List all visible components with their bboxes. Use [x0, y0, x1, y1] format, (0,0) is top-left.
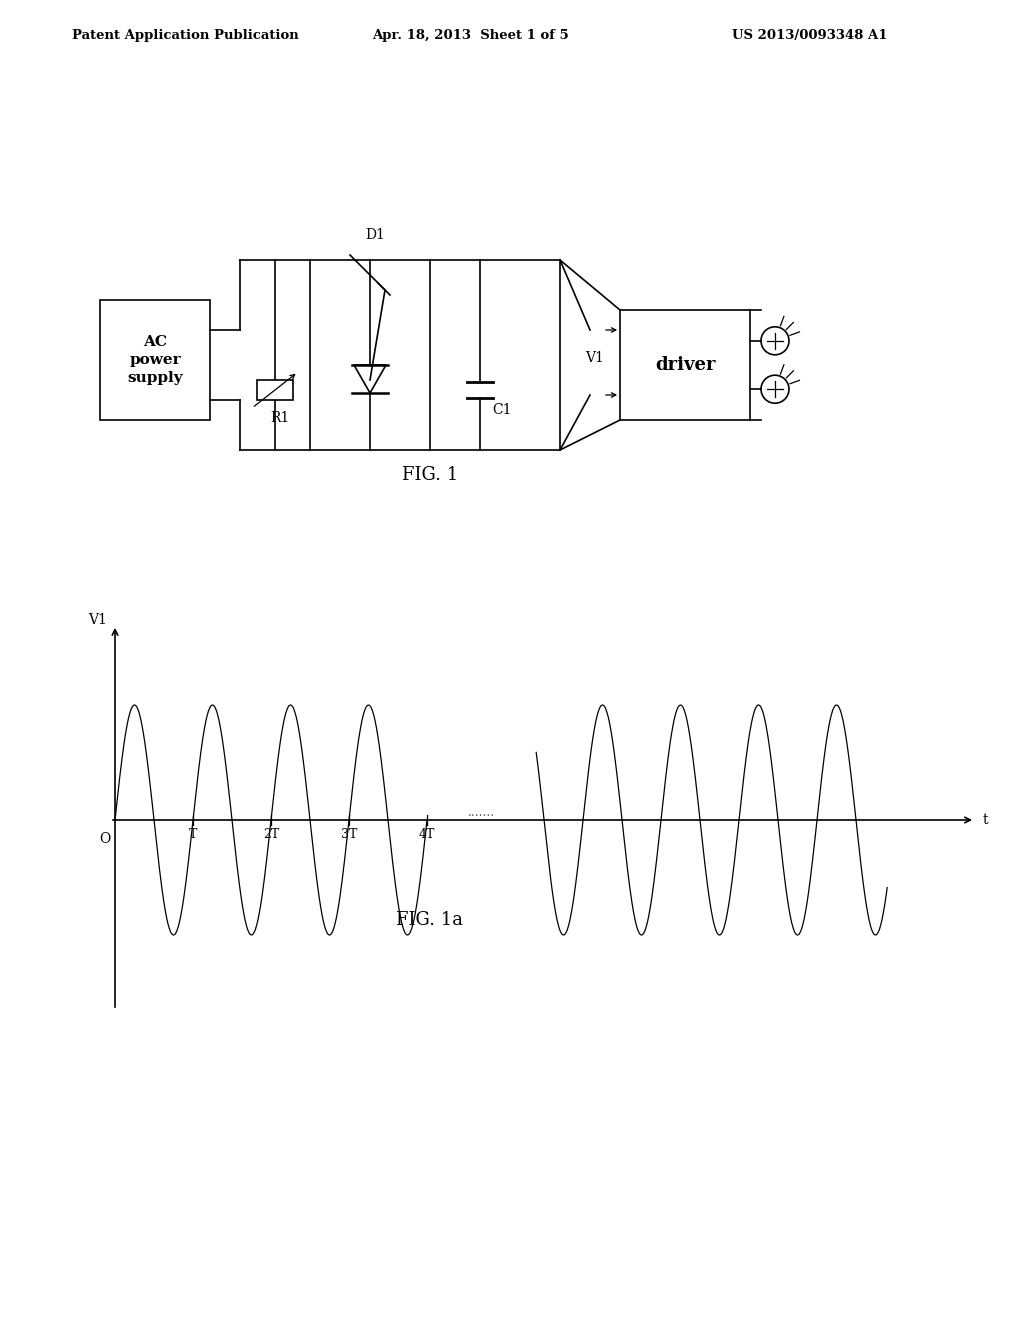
- Text: FIG. 1: FIG. 1: [401, 466, 458, 484]
- Text: T: T: [188, 828, 198, 841]
- Text: 3T: 3T: [341, 828, 357, 841]
- Text: Patent Application Publication: Patent Application Publication: [72, 29, 298, 41]
- Text: t: t: [983, 813, 988, 828]
- Text: driver: driver: [654, 356, 715, 374]
- Text: V1: V1: [88, 612, 106, 627]
- Text: .......: .......: [468, 805, 496, 818]
- Text: C1: C1: [493, 403, 512, 417]
- Text: V1: V1: [586, 351, 604, 364]
- Text: O: O: [99, 832, 111, 846]
- Text: AC
power
supply: AC power supply: [127, 334, 183, 385]
- Bar: [100, 300, 210, 420]
- Text: US 2013/0093348 A1: US 2013/0093348 A1: [732, 29, 888, 41]
- Text: FIG. 1a: FIG. 1a: [396, 911, 464, 929]
- Text: R1: R1: [270, 411, 290, 425]
- Text: 2T: 2T: [263, 828, 280, 841]
- Bar: [620, 310, 750, 420]
- Bar: [257, 380, 293, 400]
- Text: Apr. 18, 2013  Sheet 1 of 5: Apr. 18, 2013 Sheet 1 of 5: [372, 29, 568, 41]
- Text: 4T: 4T: [419, 828, 435, 841]
- Text: D1: D1: [366, 228, 385, 242]
